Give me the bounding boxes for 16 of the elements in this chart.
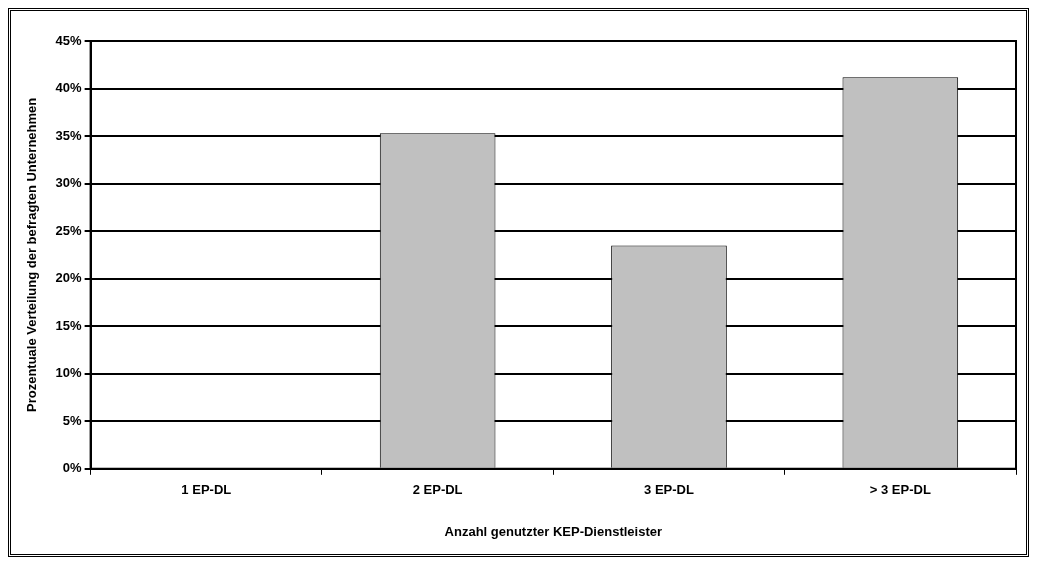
- y-tick-label: 10%: [55, 365, 83, 381]
- y-tick-label: 25%: [55, 222, 83, 238]
- x-axis-title: Anzahl genutzter KEP-Dienstleister: [444, 523, 663, 539]
- x-tick-label: 1 EP-DL: [181, 482, 232, 498]
- y-tick-label: 5%: [62, 412, 83, 428]
- y-tick-label: 20%: [55, 270, 83, 286]
- y-tick-label: 0%: [62, 460, 83, 476]
- y-axis-title: Prozentuale Verteilung der befragten Unternehmen: [24, 97, 40, 413]
- y-tick-label: 15%: [55, 317, 83, 333]
- y-tick-label: 30%: [55, 175, 83, 191]
- x-tick-label: 2 EP-DL: [412, 482, 463, 498]
- y-tick-label: 40%: [55, 80, 83, 96]
- y-tick-label: 35%: [55, 127, 83, 143]
- x-tick-label: > 3 EP-DL: [869, 482, 931, 498]
- y-tick-label: 45%: [55, 32, 83, 48]
- x-tick-label: 3 EP-DL: [644, 482, 694, 498]
